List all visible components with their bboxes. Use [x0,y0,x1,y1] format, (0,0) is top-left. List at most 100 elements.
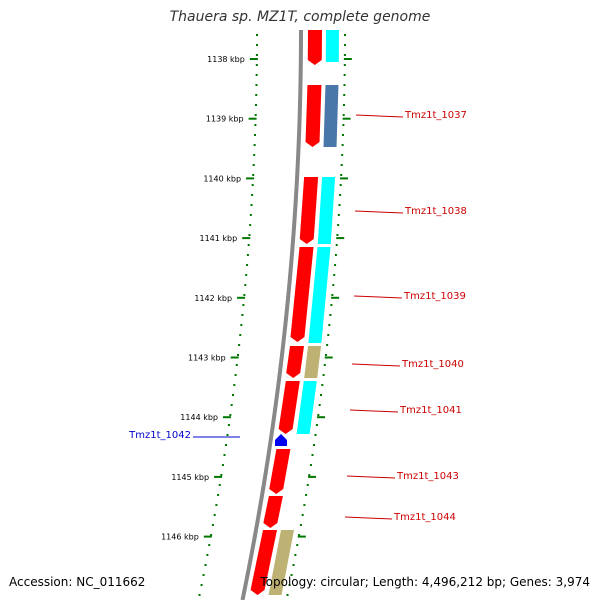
scale-dot [245,274,248,276]
scale-dot [254,104,257,106]
scale-dot [328,324,331,326]
scale-dot [301,514,304,516]
forward-cds-arrow [250,530,277,595]
scale-dot [241,314,244,316]
scale-dot [204,564,207,566]
scale-dot [339,184,342,186]
scale-dot [290,574,293,576]
scale-dot [234,374,237,376]
scale-dot [343,34,346,36]
genome-backbone [240,29,303,601]
scale-dot [342,114,345,116]
reverse-strand-block [308,247,331,343]
scale-dot [240,324,243,326]
scale-dot [340,164,343,166]
gene-marker-icon [275,434,287,446]
kbp-tick-label: 1142 kbp [194,294,232,303]
scale-dot [341,154,344,156]
scale-dot [198,594,201,596]
scale-dot [332,284,335,286]
scale-dot [218,484,221,486]
gene-label: Tmz1t_1043 [396,471,459,482]
forward-cds-arrow [307,30,322,65]
scale-dot [243,294,246,296]
scale-dot [331,294,334,296]
scale-dot [221,464,224,466]
scale-dot [326,344,329,346]
scale-dot [337,224,340,226]
scale-dot [230,404,233,406]
scale-dot [327,334,330,336]
gene-label-leader [346,475,396,479]
scale-dot [206,554,209,556]
scale-dot [213,514,216,516]
scale-dot [239,334,242,336]
topology-text: Topology: circular; Length: 4,496,212 bp… [260,575,590,589]
scale-dot [317,414,320,416]
kbp-tick-label: 1145 kbp [171,473,209,482]
scale-dot [323,364,326,366]
scale-dot [309,464,312,466]
forward-cds-arrow [299,177,319,244]
scale-dot [329,314,332,316]
scale-dot [249,214,252,216]
feature-layer [250,30,339,595]
accession-text: Accession: NC_011662 [9,575,146,589]
kbp-tick-label: 1146 kbp [161,533,199,542]
scale-dot [233,384,236,386]
scale-dots-layer [198,34,346,596]
scale-dot [244,284,247,286]
scale-dot [255,84,258,86]
scale-dot [246,264,249,266]
scale-dot [306,484,309,486]
scale-dot [215,504,218,506]
scale-dot [223,454,226,456]
scale-dot [232,394,235,396]
scale-dot [255,74,258,76]
scale-dot [324,354,327,356]
kbp-tick-label: 1141 kbp [200,234,238,243]
gene-label-leader [355,114,404,118]
scale-dot [255,54,258,56]
scale-dot [254,124,257,126]
scale-dot [336,234,339,236]
scale-dot [251,194,254,196]
gene-label: Tmz1t_1039 [403,291,466,302]
scale-dot [250,204,253,206]
scale-dot [335,244,338,246]
gene-label-leader [349,409,399,413]
scale-dot [314,434,317,436]
forward-cds-arrow [305,85,322,147]
kbp-tick-label: 1144 kbp [180,413,218,422]
reverse-strand-block [268,530,294,595]
scale-dot [333,274,336,276]
scale-dot [340,174,343,176]
kbp-tick-label: 1140 kbp [203,174,241,183]
scale-dot [318,404,321,406]
kbp-tick-label: 1138 kbp [207,55,245,64]
scale-dot [334,254,337,256]
scale-dot [253,154,256,156]
scale-dot [294,554,297,556]
scale-dot [320,394,323,396]
scale-dot [299,524,302,526]
gene-label: Tmz1t_1037 [404,110,467,121]
scale-dot [253,144,256,146]
reverse-strand-block [317,177,336,244]
scale-dot [303,504,306,506]
forward-cds-arrow [278,381,300,434]
scale-dot [224,444,227,446]
gene-label: Tmz1t_1044 [393,512,456,523]
reverse-strand-block [325,30,339,62]
scale-dot [238,344,241,346]
scale-dot [255,94,258,96]
scale-dot [298,534,301,536]
scale-dot [247,244,250,246]
scale-dot [311,454,314,456]
scale-dot [292,564,295,566]
scale-dot [342,124,345,126]
forward-cds-arrow [263,496,283,528]
scale-dot [338,204,341,206]
gene-label-layer: Tmz1t_1037 Tmz1t_1038 Tmz1t_1039 Tmz1t_1040… [128,110,467,523]
kbp-tick-layer: 1138 kbp 1139 kbp 1140 kbp 1141 kbp 1142 kbp… [161,55,352,542]
